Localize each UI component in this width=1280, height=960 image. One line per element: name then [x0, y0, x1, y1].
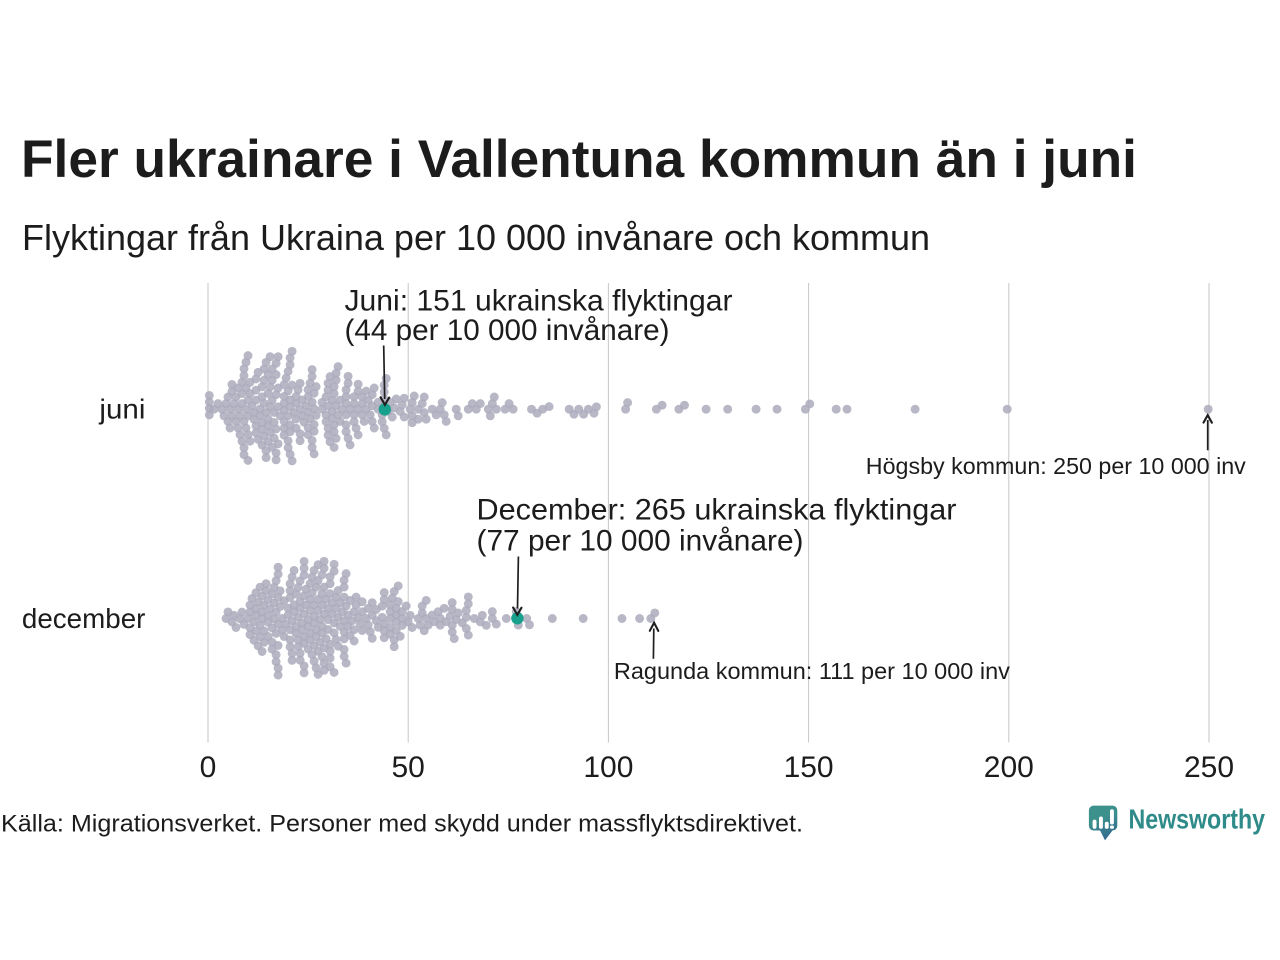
svg-text:200: 200 — [984, 751, 1034, 784]
svg-text:250: 250 — [1184, 751, 1234, 784]
svg-text:Ragunda kommun: 111 per 10 000: Ragunda kommun: 111 per 10 000 inv — [614, 658, 1010, 684]
svg-text:December: 265 ukrainska flykti: December: 265 ukrainska flyktingar — [477, 493, 957, 526]
svg-text:50: 50 — [392, 751, 425, 784]
svg-text:(44 per 10 000 invånare): (44 per 10 000 invånare) — [345, 314, 670, 347]
svg-text:(77 per 10 000 invånare): (77 per 10 000 invånare) — [477, 524, 804, 557]
svg-text:150: 150 — [784, 751, 834, 784]
svg-text:Newsworthy: Newsworthy — [1129, 804, 1266, 835]
svg-text:Fler ukrainare i Vallentuna ko: Fler ukrainare i Vallentuna kommun än i … — [21, 130, 1137, 189]
svg-text:100: 100 — [583, 751, 633, 784]
svg-text:Juni: 151 ukrainska flyktingar: Juni: 151 ukrainska flyktingar — [345, 284, 733, 317]
svg-text:Flyktingar från Ukraina per 10: Flyktingar från Ukraina per 10 000 invån… — [22, 217, 930, 258]
svg-text:Högsby kommun: 250 per 10 000: Högsby kommun: 250 per 10 000 inv — [866, 453, 1246, 479]
svg-text:juni: juni — [98, 393, 145, 424]
svg-text:Källa: Migrationsverket. Perso: Källa: Migrationsverket. Personer med sk… — [1, 810, 803, 837]
svg-text:0: 0 — [200, 751, 217, 784]
svg-text:december: december — [22, 603, 146, 634]
